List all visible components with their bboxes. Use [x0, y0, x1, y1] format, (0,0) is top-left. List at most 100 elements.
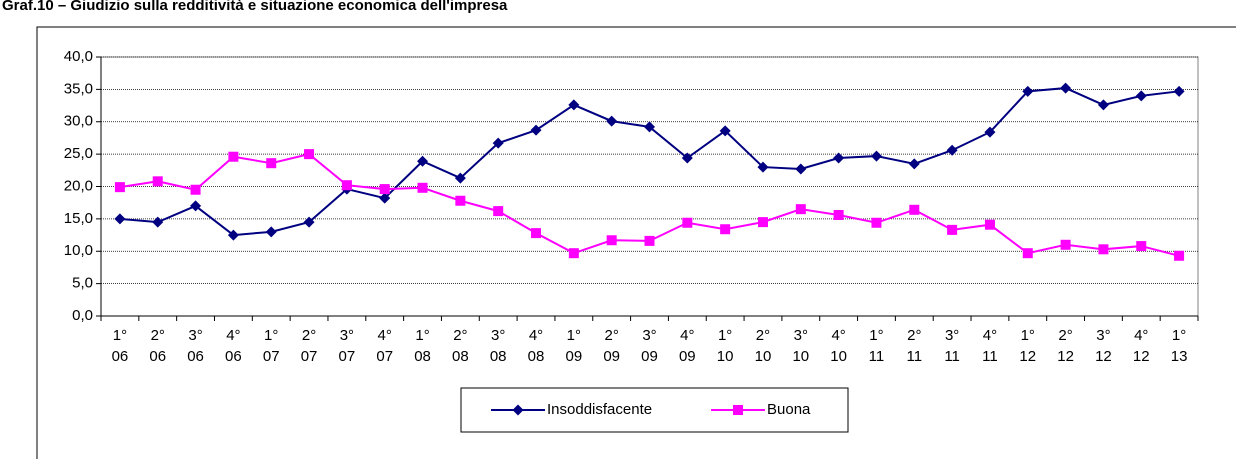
y-tick-label: 25,0	[64, 145, 93, 162]
marker	[984, 219, 995, 230]
marker	[114, 213, 126, 225]
marker	[530, 124, 542, 136]
marker	[644, 235, 655, 246]
x-tick-label: 2° 09	[603, 327, 620, 365]
marker	[909, 204, 920, 215]
chart-title: Graf.10 – Giudizio sulla redditività e s…	[2, 0, 508, 14]
marker	[417, 182, 428, 193]
marker	[757, 217, 768, 228]
marker	[265, 226, 277, 238]
y-tick-label: 20,0	[64, 177, 93, 194]
marker	[833, 209, 844, 220]
x-tick-label: 4° 07	[376, 327, 393, 365]
x-tick-label: 4° 10	[830, 327, 847, 365]
x-tick-label: 4° 06	[225, 327, 242, 365]
marker	[1097, 99, 1109, 111]
marker	[682, 217, 693, 228]
y-tick-label: 35,0	[64, 80, 93, 97]
marker	[454, 172, 466, 184]
marker	[455, 195, 466, 206]
marker	[1136, 241, 1147, 252]
marker	[114, 182, 125, 193]
legend-label: Buona	[767, 401, 811, 418]
marker	[1174, 250, 1185, 261]
x-tick-label: 3° 11	[944, 327, 960, 365]
y-tick-label: 15,0	[64, 210, 93, 227]
marker	[228, 151, 239, 162]
marker	[644, 121, 655, 133]
y-tick-label: 30,0	[64, 113, 93, 130]
marker	[152, 216, 164, 228]
x-tick-label: 3° 07	[339, 327, 356, 365]
y-tick-label: 40,0	[64, 48, 93, 65]
y-tick-label: 10,0	[64, 242, 93, 259]
marker	[227, 229, 239, 241]
x-tick-label: 1° 10	[717, 327, 734, 365]
x-tick-label: 4° 08	[528, 327, 545, 365]
x-tick-label: 3° 09	[641, 327, 658, 365]
marker	[1060, 239, 1071, 250]
marker	[190, 200, 202, 212]
x-tick-label: 1° 11	[869, 327, 885, 365]
x-tick-label: 2° 10	[755, 327, 772, 365]
y-tick-label: 5,0	[72, 275, 93, 292]
marker	[531, 228, 542, 239]
marker	[795, 204, 806, 215]
x-tick-label: 4° 12	[1133, 327, 1150, 365]
x-tick-label: 1° 06	[112, 327, 129, 365]
marker	[303, 216, 315, 228]
marker	[1135, 90, 1147, 102]
legend-label: Insoddisfacente	[547, 401, 652, 418]
x-tick-label: 4° 11	[982, 327, 998, 365]
x-tick-label: 1° 08	[414, 327, 431, 365]
x-tick-label: 3° 10	[792, 327, 809, 365]
x-tick-label: 1° 07	[263, 327, 280, 365]
x-tick-label: 1° 09	[566, 327, 583, 365]
marker	[947, 224, 958, 235]
x-tick-label: 3° 06	[187, 327, 204, 365]
marker	[984, 126, 996, 138]
marker	[681, 152, 693, 164]
marker	[1060, 82, 1072, 94]
x-tick-label: 2° 11	[907, 327, 923, 365]
marker	[871, 217, 882, 228]
marker	[341, 180, 352, 191]
marker	[870, 150, 882, 162]
marker	[1022, 85, 1034, 97]
x-tick-label: 1° 12	[1019, 327, 1036, 365]
marker	[606, 115, 618, 127]
marker	[908, 158, 920, 170]
marker	[1022, 248, 1033, 259]
x-tick-label: 2° 07	[301, 327, 318, 365]
marker	[493, 206, 504, 217]
x-tick-label: 4° 09	[679, 327, 696, 365]
marker	[568, 99, 580, 111]
marker	[720, 224, 731, 235]
marker	[568, 248, 579, 259]
marker	[190, 184, 201, 195]
x-tick-label: 2° 12	[1057, 327, 1074, 365]
x-tick-label: 2° 08	[452, 327, 469, 365]
marker	[1173, 85, 1185, 97]
marker	[492, 137, 504, 149]
y-tick-label: 0,0	[72, 307, 93, 324]
legend-marker	[733, 405, 743, 415]
marker	[719, 125, 731, 137]
x-tick-label: 2° 06	[149, 327, 166, 365]
marker	[1098, 244, 1109, 255]
marker	[795, 163, 807, 175]
marker	[833, 152, 845, 164]
marker	[417, 155, 429, 167]
legend-marker	[512, 404, 524, 416]
x-tick-label: 3° 08	[490, 327, 507, 365]
x-tick-label: 3° 12	[1095, 327, 1112, 365]
marker	[379, 192, 391, 204]
marker	[946, 144, 958, 156]
marker	[304, 149, 315, 160]
marker	[379, 184, 390, 195]
marker	[266, 158, 277, 169]
marker	[606, 235, 617, 246]
marker	[152, 176, 163, 187]
x-tick-label: 1° 13	[1171, 327, 1188, 365]
